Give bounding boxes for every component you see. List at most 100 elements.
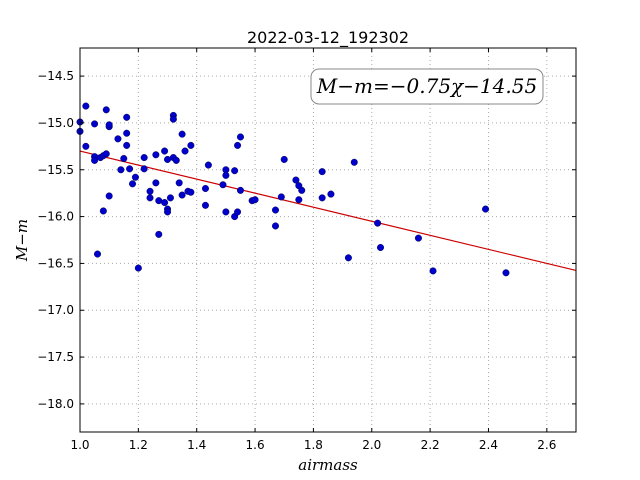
y-tick-label: −17.0	[37, 303, 74, 317]
fit-equation-box: M−m=−0.75χ−14.55	[310, 68, 544, 105]
data-point	[234, 208, 242, 216]
data-point	[120, 155, 128, 163]
data-point	[102, 106, 110, 114]
y-tick-label: −16.0	[37, 210, 74, 224]
data-point	[161, 147, 169, 155]
equation-box-frame	[310, 68, 544, 105]
data-point	[414, 234, 422, 242]
data-point	[126, 165, 134, 173]
y-tick-label: −14.5	[37, 69, 74, 83]
data-point	[222, 171, 230, 179]
data-point	[152, 151, 160, 159]
y-tick-label: −17.5	[37, 350, 74, 364]
data-point	[114, 135, 122, 143]
data-point	[187, 188, 195, 196]
data-point	[344, 254, 352, 262]
data-point	[172, 156, 180, 164]
data-point	[204, 161, 212, 169]
data-point	[169, 115, 177, 123]
data-point	[236, 133, 244, 141]
data-point	[350, 158, 358, 166]
data-point	[298, 186, 306, 194]
data-point	[295, 196, 303, 204]
data-point	[236, 186, 244, 194]
data-point	[123, 113, 131, 121]
y-tick-label: −16.5	[37, 256, 74, 270]
data-point	[222, 208, 230, 216]
data-point	[277, 193, 285, 201]
data-point	[105, 192, 113, 200]
x-tick-label: 1.4	[187, 438, 206, 452]
data-points	[76, 102, 510, 277]
data-point	[251, 196, 259, 204]
x-tick-label: 1.2	[129, 438, 148, 452]
data-point	[152, 179, 160, 187]
data-point	[377, 243, 385, 251]
data-point	[155, 197, 163, 205]
grid-lines	[79, 48, 576, 432]
data-point	[129, 180, 137, 188]
x-tick-label: 2.6	[537, 438, 556, 452]
x-tick-label: 2.0	[362, 438, 381, 452]
data-point	[134, 264, 142, 272]
data-point	[327, 190, 335, 198]
data-point	[280, 155, 288, 163]
data-point	[175, 179, 183, 187]
data-point	[131, 173, 139, 181]
data-point	[201, 201, 209, 209]
data-point	[178, 191, 186, 199]
data-point	[117, 166, 125, 174]
x-axis-label: airmass	[298, 456, 358, 474]
data-point	[140, 154, 148, 162]
data-point	[271, 222, 279, 230]
data-point	[164, 208, 172, 216]
data-point	[318, 194, 326, 202]
data-point	[123, 141, 131, 149]
y-tick-label: −18.0	[37, 397, 74, 411]
x-tick-label: 1.8	[304, 438, 323, 452]
data-point	[271, 206, 279, 214]
data-point	[102, 150, 110, 158]
data-point	[429, 267, 437, 275]
data-point	[146, 194, 154, 202]
fit-line	[79, 150, 577, 272]
data-point	[94, 250, 102, 258]
fit-equation: M−m=−0.75χ−14.55	[316, 74, 537, 98]
data-point	[231, 167, 239, 175]
data-point	[502, 269, 510, 277]
data-point	[181, 147, 189, 155]
data-point	[234, 141, 242, 149]
data-point	[123, 129, 131, 137]
y-tick-label: −15.0	[37, 116, 74, 130]
x-tick-label: 2.4	[479, 438, 498, 452]
x-tick-label: 1.0	[70, 438, 89, 452]
data-point	[105, 121, 113, 129]
data-point	[164, 155, 172, 163]
data-point	[140, 165, 148, 173]
data-point	[155, 230, 163, 238]
axis-ticks: 1.0 1.2 1.4 1.6 1.8 2.0 2.2 2.4 2.6 −14.5 −15.0 −15…	[37, 48, 576, 452]
data-point	[318, 168, 326, 176]
data-point	[374, 219, 382, 227]
x-tick-label: 1.6	[246, 438, 265, 452]
data-point	[82, 142, 90, 150]
data-point	[99, 207, 107, 215]
data-point	[91, 120, 99, 128]
data-point	[82, 102, 90, 110]
x-tick-label: 2.2	[421, 438, 440, 452]
data-point	[166, 194, 174, 202]
data-point	[292, 176, 300, 184]
chart-title: 2022-03-12_192302	[247, 28, 409, 48]
data-point	[91, 156, 99, 164]
data-point	[482, 205, 490, 213]
data-point	[178, 130, 186, 138]
data-point	[219, 181, 227, 189]
data-point	[201, 184, 209, 192]
data-point	[161, 199, 169, 207]
data-point	[146, 187, 154, 195]
y-axis-label: M−m	[13, 219, 31, 262]
fit-line-layer	[79, 150, 577, 272]
y-tick-label: −15.5	[37, 163, 74, 177]
data-point	[187, 141, 195, 149]
